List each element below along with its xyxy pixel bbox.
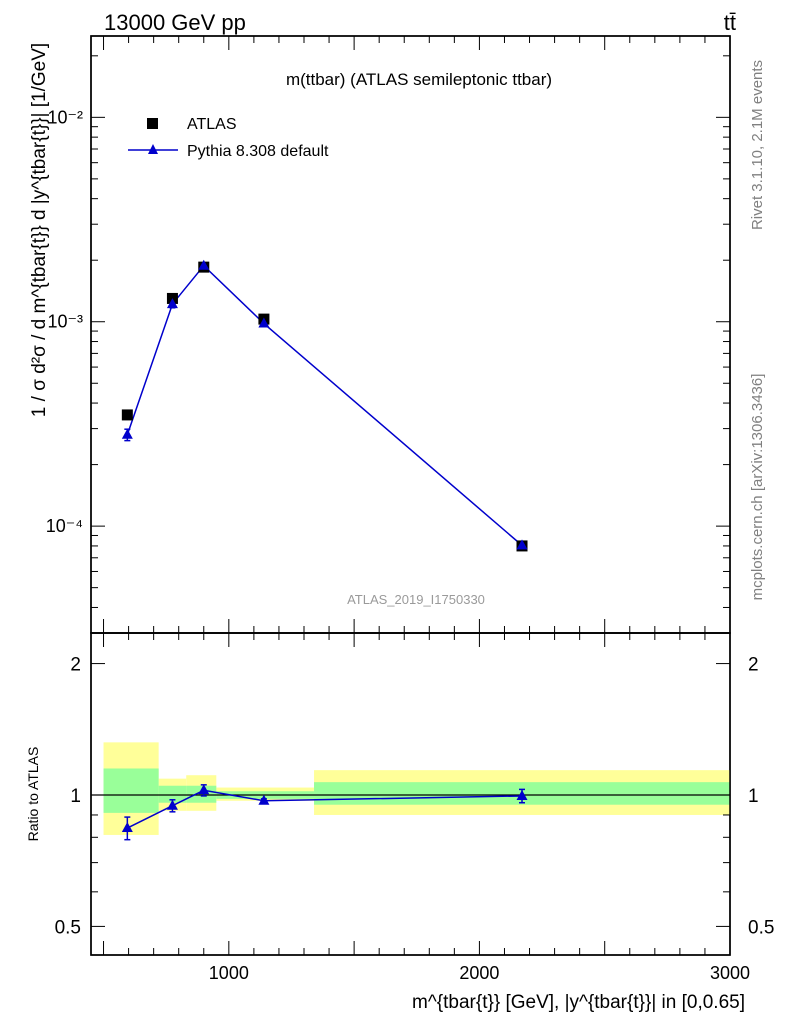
- ratio-y-axis-label: Ratio to ATLAS: [25, 747, 41, 842]
- pythia-data-point: [121, 428, 133, 439]
- legend-atlas-label: ATLAS: [187, 116, 237, 133]
- ratio-data-point: [258, 794, 270, 805]
- beam-label: 13000 GeV pp: [104, 10, 246, 35]
- x-tick-label: 1000: [209, 963, 249, 983]
- main-y-axis-label: 1 / σ d²σ / d m^{tbar{t}} d |y^{tbar{t}}…: [29, 43, 50, 417]
- y-tick-label-right: 0.5: [748, 917, 774, 938]
- y-tick-label: 10⁻³: [47, 312, 83, 332]
- x-axis-label: m^{tbar{t}} [GeV], |y^{tbar{t}}| in [0,0…: [412, 992, 745, 1013]
- x-tick-label: 3000: [710, 963, 750, 983]
- legend: ATLAS Pythia 8.308 default: [128, 116, 329, 160]
- ratio-data-layer: [121, 784, 528, 841]
- pythia-data-point: [516, 539, 528, 550]
- y-tick-label-right: 2: [748, 655, 759, 676]
- ratio-uncertainty-bands: [91, 742, 730, 835]
- main-axis-ticks: 10⁻⁴ 10⁻³ 10⁻²: [46, 36, 731, 634]
- y-tick-label: 10⁻⁴: [46, 516, 83, 536]
- y-tick-label: 10⁻²: [47, 107, 83, 127]
- y-tick-label: 1: [70, 786, 81, 807]
- pythia-data-point: [166, 298, 178, 309]
- atlas-data-point: [121, 409, 133, 421]
- ratio-frame-overlay: [90, 632, 731, 956]
- stat-uncertainty-band: [158, 785, 187, 803]
- legend-pythia-marker: [148, 144, 158, 154]
- legend-atlas-marker: [147, 118, 158, 129]
- y-tick-label: 0.5: [55, 917, 81, 938]
- main-panel: 10⁻⁴ 10⁻³ 10⁻² m(ttbar) (ATLAS semileptoni…: [29, 35, 731, 634]
- y-tick-label: 2: [70, 655, 81, 676]
- pythia-data-point: [258, 317, 270, 328]
- pythia-data-point: [198, 259, 210, 270]
- ratio-data-point: [121, 822, 133, 833]
- process-label: tt̄: [724, 10, 736, 35]
- ratio-data-point: [198, 784, 210, 795]
- ratio-panel: 1000 2000 3000 0.5 0.5 1 1 2 2 Ratio to ATLAS m^…: [25, 632, 774, 1013]
- analysis-watermark: ATLAS_2019_I1750330: [347, 592, 485, 607]
- mcplots-label: mcplots.cern.ch [arXiv:1306.3436]: [749, 374, 766, 601]
- ratio-data-point: [516, 789, 528, 800]
- main-data-layer: [121, 259, 528, 552]
- y-tick-label-right: 1: [748, 786, 759, 807]
- legend-pythia-label: Pythia 8.308 default: [187, 143, 329, 160]
- ratio-data-point: [166, 799, 178, 810]
- ratio-axis-ticks: 1000 2000 3000 0.5 0.5 1 1 2 2: [55, 633, 774, 983]
- pythia-line: [126, 264, 523, 546]
- stat-uncertainty-band: [103, 768, 159, 813]
- plot-title: m(ttbar) (ATLAS semileptonic ttbar): [286, 70, 552, 89]
- rivet-version-label: Rivet 3.1.10, 2.1M events: [749, 60, 766, 230]
- x-tick-label: 2000: [459, 963, 499, 983]
